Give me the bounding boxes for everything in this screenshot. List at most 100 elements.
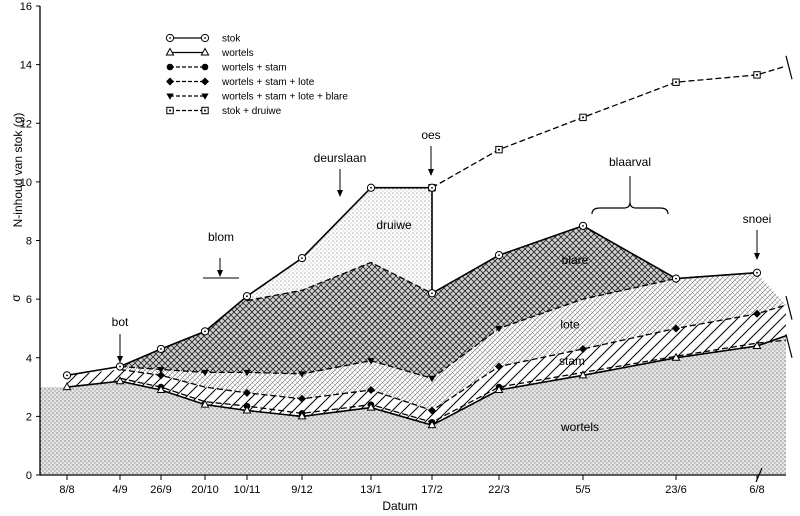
annotation-blaarval: blaarval — [609, 155, 651, 169]
x-tick-label-4-9: 4/9 — [112, 484, 127, 496]
annotation-deurslaan: deurslaan — [314, 151, 367, 165]
break-mark-druiwe — [785, 55, 793, 80]
point-stok-4-9 — [115, 362, 125, 371]
point-stok-9-12 — [297, 253, 307, 263]
legend: stok wortels wortels + stam wortels + stam … — [165, 33, 348, 117]
legend-entry-wortels: wortels — [165, 47, 254, 59]
y-tick-label-10: 10 — [20, 177, 32, 189]
point-stok-5-5 — [578, 221, 588, 230]
series-markers — [62, 71, 762, 429]
x-tick-label-17-2: 17/2 — [421, 484, 442, 496]
legend-label: wortels + stam + lote — [221, 77, 315, 88]
legend-label: wortels — [221, 48, 254, 59]
legend-marker — [200, 33, 210, 43]
point-wortels-stam-lote-blare-10-11 — [243, 369, 251, 377]
annotation-deurslaan-arrow-head — [337, 190, 343, 197]
x-tick-label-23-6: 23/6 — [665, 484, 686, 496]
point-wortels-stam-lote-26-9 — [157, 371, 165, 380]
point-stok-6-8 — [752, 268, 762, 277]
axes: 0 2 4 6 8 10 12 14 16 8/8 4/9 26/9 20/10 10/11 9/12 13/… — [20, 1, 793, 496]
legend-label: stok — [222, 34, 241, 45]
point-wortels-26-9 — [156, 384, 166, 393]
x-tick-label-22-3: 22/3 — [488, 484, 509, 496]
x-tick-label-26-9: 26/9 — [150, 484, 171, 496]
legend-label: wortels + stam + lote + blare — [221, 92, 348, 103]
point-wortels-stam-lote-10-11 — [243, 388, 251, 397]
point-stok-17-2-low — [427, 289, 437, 298]
point-wortels-stam-lote-blare-22-3 — [495, 325, 503, 333]
legend-marker — [165, 33, 175, 43]
y-tick-label-0: 0 — [26, 470, 32, 482]
point-stok-17-2 — [427, 183, 437, 192]
break-mark-wortels — [785, 334, 793, 358]
legend-label: wortels + stam — [221, 63, 287, 74]
point-wortels-20-10 — [200, 399, 210, 408]
legend-label: stok + druiwe — [222, 106, 282, 117]
legend-entry-stok: stok — [165, 33, 241, 45]
point-wortels-stam-lote-13-1 — [367, 385, 375, 394]
point-wortels-stam-lote-blare-26-9 — [157, 366, 165, 374]
annotation-bot-arrow-head — [117, 356, 123, 363]
point-wortels-22-3 — [494, 384, 504, 393]
point-stok-10-11 — [242, 292, 252, 301]
legend-marker — [201, 63, 209, 71]
point-stok-druiwe-22-3 — [495, 145, 503, 154]
line-stok-druiwe — [431, 65, 787, 189]
x-tick-label-8-8: 8/8 — [59, 484, 74, 496]
x-tick-label-20-10: 20/10 — [191, 484, 219, 496]
legend-marker — [201, 93, 209, 100]
point-wortels-stam-lote-blare-17-2 — [428, 375, 436, 383]
region-label-wortels: wortels — [560, 420, 599, 434]
point-wortels-4-9 — [115, 376, 125, 385]
annotation-oes-arrow-head — [428, 169, 434, 176]
x-axis-label: Datum — [382, 499, 417, 513]
point-stok-druiwe-23-6 — [672, 78, 680, 86]
x-tick-label-5-5: 5/5 — [575, 484, 590, 496]
point-wortels-17-2 — [427, 420, 437, 429]
line-stok-a — [66, 186, 432, 377]
point-wortels-stam-lote-blare-13-1 — [367, 358, 375, 365]
y-tick-label-4: 4 — [26, 353, 32, 365]
y-axis-sigma-mark: σ — [9, 294, 23, 302]
y-tick-label-12: 12 — [20, 118, 32, 130]
x-axis-break-mark — [755, 467, 763, 483]
legend-entry-wortels-stam: wortels + stam — [166, 63, 287, 74]
legend-marker — [166, 77, 174, 86]
legend-marker — [166, 106, 174, 115]
y-tick-label-16: 16 — [20, 1, 32, 13]
region-wortels — [40, 335, 786, 475]
point-stok-13-1 — [366, 183, 376, 192]
region-label-stam: stam — [559, 354, 585, 368]
y-tick-label-8: 8 — [26, 236, 32, 248]
region-druiwe — [247, 187, 432, 301]
y-axis-label: N-inhoud van stok (g) — [11, 113, 25, 228]
region-labels: wortels stam lote blare druiwe — [376, 218, 599, 434]
x-tick-label-9-12: 9/12 — [291, 484, 312, 496]
annotation-oes: oes — [421, 128, 440, 142]
region-label-lote: lote — [560, 317, 580, 331]
legend-marker — [165, 47, 175, 56]
x-tick-label-10-11: 10/11 — [234, 484, 261, 496]
annotation-blom: blom — [208, 230, 234, 244]
y-tick-label-2: 2 — [26, 411, 32, 423]
annotation-snoei-arrow-head — [754, 253, 760, 260]
y-tick-label-14: 14 — [20, 60, 32, 72]
point-wortels-stam-lote-22-3 — [495, 362, 503, 371]
point-wortels-stam-lote-23-6 — [672, 324, 680, 333]
point-wortels-stam-lote-17-2 — [428, 406, 436, 415]
point-wortels-stam-lote-9-12 — [298, 394, 306, 403]
point-wortels-8-8 — [62, 382, 72, 391]
line-druiwe-base — [246, 261, 433, 302]
x-tick-label-13-1: 13/1 — [360, 484, 381, 496]
region-label-druiwe: druiwe — [376, 218, 412, 232]
region-label-blare: blare — [562, 253, 589, 267]
point-stok-20-10 — [200, 327, 210, 336]
annotation-snoei: snoei — [743, 212, 772, 226]
point-stok-druiwe-6-8 — [753, 71, 761, 79]
point-wortels-6-8 — [752, 340, 762, 350]
point-stok-22-3 — [494, 251, 504, 260]
point-stok-8-8 — [62, 371, 72, 380]
region-lote — [120, 272, 786, 411]
point-wortels-stam-lote-6-8 — [753, 309, 761, 318]
